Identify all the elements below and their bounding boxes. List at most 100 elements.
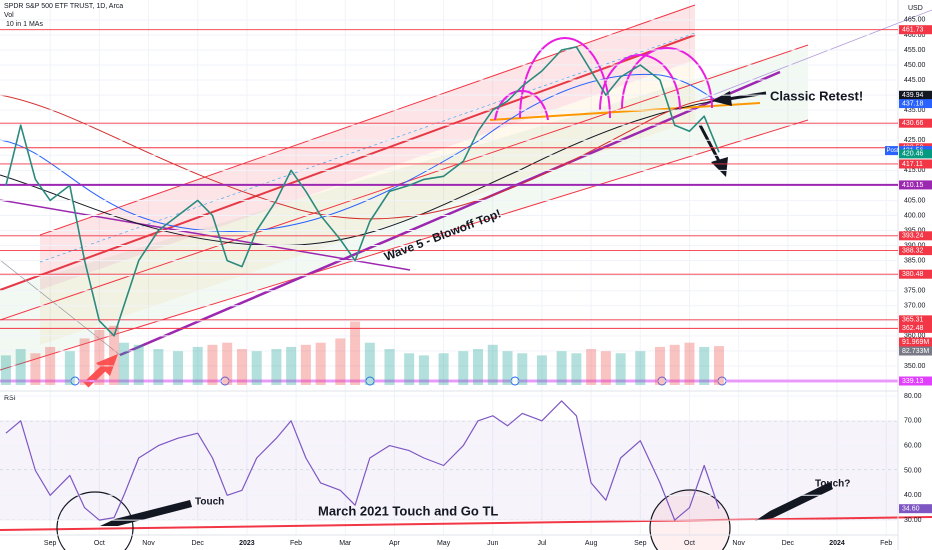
volume-bar <box>335 338 346 385</box>
level-badge <box>899 376 932 386</box>
y-tick-label: 450.00 <box>904 62 926 69</box>
trend-line <box>0 199 411 271</box>
x-tick-label: Mar <box>339 540 352 547</box>
trend-line <box>39 4 696 236</box>
rsi-trend-line <box>0 516 932 531</box>
volume-badge <box>899 337 932 347</box>
volume-bar <box>458 351 469 385</box>
level-label: 339.13 <box>902 378 924 385</box>
x-tick-label: Dec <box>782 540 795 547</box>
arrow <box>727 91 767 101</box>
currency: USD <box>908 5 923 12</box>
volume-bar <box>487 344 498 385</box>
x-tick-label: 2024 <box>829 540 845 547</box>
level-tag-label: Post <box>887 148 899 154</box>
volume-bar <box>699 346 710 385</box>
level-badge <box>899 159 932 169</box>
volume-bar <box>15 349 26 385</box>
volume-bar <box>0 355 11 385</box>
x-tick-label: Feb <box>880 540 892 547</box>
volume-bar <box>571 353 582 385</box>
price-line <box>5 46 720 337</box>
arc <box>621 47 713 109</box>
level-badge <box>899 25 932 35</box>
volume-bar <box>502 351 513 385</box>
volume-bar <box>173 351 184 385</box>
symbol: SPDR S&P 500 ETF TRUST, 1D, Arca <box>4 3 123 10</box>
volume-bar <box>45 346 56 385</box>
volume-bar <box>404 353 415 385</box>
y-tick-label: 350.00 <box>904 363 926 370</box>
trend-line <box>489 102 761 121</box>
y-tick-label: 40.00 <box>904 492 922 499</box>
arrow <box>698 124 722 164</box>
channel-fill <box>40 60 695 345</box>
arrow <box>100 500 192 526</box>
volume-bar <box>713 346 724 385</box>
x-tick-label: Jul <box>537 540 546 547</box>
volume-bar <box>133 344 144 385</box>
trend-line <box>699 9 932 101</box>
price-line <box>5 400 720 521</box>
y-tick-label: 400.00 <box>904 212 926 219</box>
volume-bar <box>236 349 247 385</box>
level-badge <box>899 90 932 100</box>
trend-line <box>0 34 696 291</box>
rsi-title: RSI <box>4 395 16 402</box>
x-tick-label: Oct <box>94 540 105 547</box>
y-tick-label: 80.00 <box>904 393 922 400</box>
x-tick-label: Sep <box>634 540 647 547</box>
volume-bar <box>153 349 164 385</box>
level-label: 437.18 <box>902 100 924 107</box>
value-badge <box>899 504 932 514</box>
level-label: 439.94 <box>902 92 924 99</box>
level-label: 461.73 <box>902 27 924 34</box>
arrow <box>755 482 833 521</box>
y-tick-label: 425.00 <box>904 137 926 144</box>
level-badge <box>899 180 932 190</box>
y-tick-label: 390.00 <box>904 242 926 249</box>
trend-line <box>119 70 781 357</box>
level-label: 365.31 <box>902 317 924 324</box>
circle <box>56 491 134 550</box>
volume-bar <box>684 342 695 385</box>
y-tick-label: 455.00 <box>904 47 926 54</box>
y-tick-label: 435.00 <box>904 107 926 114</box>
x-tick-label: Apr <box>389 540 401 547</box>
vol-label: Vol <box>4 12 14 19</box>
y-tick-label: 30.00 <box>904 517 922 524</box>
volume-bar <box>64 351 75 385</box>
volume-bar <box>384 349 395 385</box>
volume-bar <box>517 353 528 385</box>
y-tick-label: 460.00 <box>904 32 926 39</box>
y-tick-label: 60.00 <box>904 442 922 449</box>
volume-bar <box>118 342 129 385</box>
x-tick-label: Nov <box>142 540 155 547</box>
volume-bar <box>94 330 105 385</box>
x-tick-label: Oct <box>684 540 695 547</box>
annotation: Classic Retest! <box>770 88 863 103</box>
annotation: Touch? <box>815 479 850 490</box>
level-label: 410.15 <box>902 182 924 189</box>
arrow-head <box>711 157 728 177</box>
y-tick-label: 445.00 <box>904 77 926 84</box>
volume-bar <box>536 355 547 385</box>
x-tick-label: Aug <box>585 540 598 547</box>
volume-bar <box>251 351 262 385</box>
volume-bar <box>654 346 665 385</box>
arc <box>599 54 681 111</box>
x-tick-label: Sep <box>44 540 57 547</box>
volume-bar <box>418 355 429 385</box>
arrow-head <box>96 354 118 376</box>
level-badge <box>899 149 932 159</box>
volume-bar <box>109 325 120 385</box>
y-tick-label: 395.00 <box>904 227 926 234</box>
volume-bar <box>222 342 233 385</box>
level-badge <box>899 323 932 333</box>
level-badge <box>899 246 932 256</box>
level-badge <box>899 118 932 128</box>
y-tick-label: 360.00 <box>904 333 926 340</box>
